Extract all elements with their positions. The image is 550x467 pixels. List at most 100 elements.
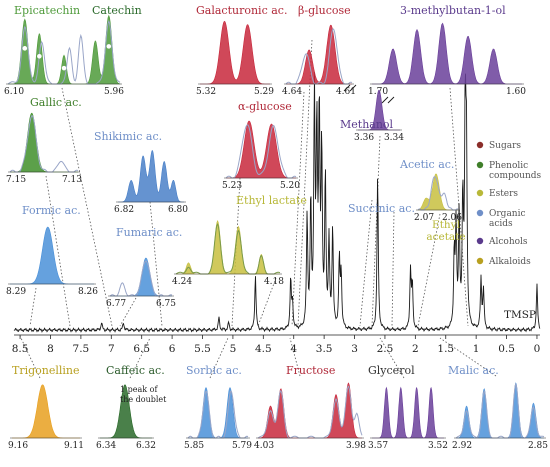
label-epicatechin: Epicatechin bbox=[14, 4, 80, 17]
inset-fill bbox=[118, 150, 184, 203]
legend-swatch bbox=[476, 161, 484, 169]
inset-range-left: 6.82 bbox=[114, 205, 134, 215]
break-mark bbox=[387, 96, 395, 104]
label-3-methylbutan-1-ol: 3-methylbutan-1-ol bbox=[400, 4, 506, 17]
inset-dot bbox=[61, 65, 67, 71]
inset-experimental-line bbox=[175, 222, 281, 275]
inset-range-right: 4.18 bbox=[264, 277, 284, 287]
break-mark bbox=[349, 84, 357, 92]
label-catechin: Catechin bbox=[92, 4, 142, 17]
inset-dot bbox=[22, 46, 28, 51]
legend-label: Phenolic compounds bbox=[489, 161, 542, 181]
label-formic-ac-: Formic ac. bbox=[22, 204, 81, 217]
x-tick-label: 3.5 bbox=[316, 343, 333, 355]
sorbic-inset: 5.85 5.79 bbox=[184, 387, 252, 451]
label-fructose: Fructose bbox=[286, 364, 335, 377]
connector-line bbox=[439, 337, 497, 377]
glycerol-inset: 3.57 3.52 bbox=[368, 386, 448, 451]
compound-labels: Epicatechin Catechin Galacturonic ac. β-glu… bbox=[12, 4, 506, 404]
inset-range-right: 3.52 bbox=[428, 441, 448, 451]
inset-experimental-line bbox=[455, 382, 545, 439]
x-tick-label: 4 bbox=[290, 343, 297, 355]
inset-range-right: 6.80 bbox=[168, 205, 188, 215]
legend-label: Esters bbox=[489, 189, 518, 199]
inset-range-right: 6.32 bbox=[136, 441, 156, 451]
label-ethyl-acetate: Ethyl acetate bbox=[426, 219, 465, 243]
inset-range-right: 2.85 bbox=[528, 441, 548, 451]
inset-experimental-line bbox=[285, 28, 353, 85]
x-tick-label: 8.5 bbox=[12, 343, 29, 355]
connector-line bbox=[29, 287, 37, 327]
inset-range-left: 5.85 bbox=[184, 441, 204, 451]
x-tick-label: 5.5 bbox=[194, 343, 211, 355]
x-tick-label: 3 bbox=[351, 343, 358, 355]
label-sorbic-ac-: Sorbic ac. bbox=[186, 364, 242, 377]
formic-inset: 8.29 8.26 bbox=[6, 226, 98, 297]
inset-range-left: 6.10 bbox=[4, 87, 24, 97]
x-tick-label: 6 bbox=[169, 343, 176, 355]
x-tick-label: 0.5 bbox=[498, 343, 515, 355]
inset-range-right: 5.20 bbox=[280, 181, 300, 191]
inset-range-left: 5.23 bbox=[222, 181, 242, 191]
inset-experimental-line bbox=[9, 115, 79, 173]
inset-range-left: 7.15 bbox=[6, 175, 26, 185]
catechin-inset: 6.10 5.96 bbox=[4, 14, 124, 97]
inset-range-left: 6.34 bbox=[96, 441, 116, 451]
legend-label: Organic acids bbox=[489, 209, 526, 229]
connector-line bbox=[257, 277, 277, 327]
inset-experimental-line bbox=[7, 19, 121, 85]
label-gallic-ac-: Gallic ac. bbox=[30, 96, 82, 109]
inset-fill bbox=[456, 382, 544, 439]
inset-dot bbox=[106, 44, 112, 49]
inset-range-right: 2.06 bbox=[442, 213, 462, 223]
inset-range-left: 5.32 bbox=[196, 87, 216, 97]
label-malic-ac-: Malic ac. bbox=[448, 364, 499, 377]
inset-range-left: 4.64 bbox=[282, 87, 302, 97]
connector-line bbox=[417, 213, 441, 327]
connector-line bbox=[291, 91, 305, 327]
inset-experimental-line bbox=[187, 390, 249, 439]
inset-experimental-line bbox=[109, 260, 173, 297]
x-tick-label: 7 bbox=[108, 343, 115, 355]
inset-fill bbox=[286, 24, 352, 85]
x-axis: 8.5 8 7.5 7 6.5 6 5.5 5 4.5 4 3.5 3 2.5 2 1.5 1 0.5 0 TMSP bbox=[12, 309, 541, 355]
inset-fill bbox=[188, 387, 248, 439]
gallic-inset: 7.15 7.13 bbox=[6, 112, 82, 185]
legend: Sugars Phenolic compounds Esters Organic acid… bbox=[476, 141, 542, 267]
connector-line bbox=[289, 337, 301, 377]
x-tick-label: 7.5 bbox=[73, 343, 90, 355]
connector-line bbox=[391, 211, 395, 327]
inset-fill bbox=[258, 382, 362, 439]
connector-line bbox=[359, 199, 373, 327]
label-caffeic-ac-: Caffeic ac. bbox=[106, 364, 165, 377]
inset-range-left: 2.07 bbox=[414, 213, 434, 223]
inset-range-left: 9.16 bbox=[8, 441, 28, 451]
x-tick-label: 2 bbox=[412, 343, 419, 355]
break-mark bbox=[381, 96, 389, 104]
inset-range-right: 4.61 bbox=[336, 87, 356, 97]
inset-range-left: 8.29 bbox=[6, 287, 26, 297]
trigonelline-inset: 9.16 9.11 bbox=[8, 384, 84, 451]
inset-fill bbox=[417, 173, 458, 211]
inset-experimental-line bbox=[257, 385, 363, 439]
spectrum-line bbox=[13, 72, 541, 333]
label-shikimic-ac-: Shikimic ac. bbox=[94, 130, 162, 143]
caffeic-inset: 6.34 6.32 bbox=[96, 384, 156, 451]
legend-swatch bbox=[476, 189, 484, 197]
inset-range-left: 4.03 bbox=[254, 441, 274, 451]
legend-swatch bbox=[476, 141, 484, 149]
acetic-inset: 2.07 2.06 bbox=[414, 173, 462, 223]
inset-experimental-line bbox=[417, 176, 459, 211]
alpha-glucose-inset: 5.23 5.20 bbox=[222, 120, 300, 191]
methanol-inset: 3.36 3.34 bbox=[354, 89, 404, 143]
inset-range-right: 6.75 bbox=[156, 299, 176, 309]
inset-range-right: 9.11 bbox=[64, 441, 84, 451]
insets: 6.10 5.96 5.32 5.29 4.64 4.61 1.701.60 7.15 7.13… bbox=[4, 14, 548, 451]
galacturonic-inset: 5.32 5.29 bbox=[196, 20, 274, 97]
ethyl-lactate-inset: 4.24 4.18 bbox=[172, 220, 284, 287]
legend-label: Sugars bbox=[489, 141, 521, 151]
main-spectrum bbox=[13, 72, 541, 333]
break-mark bbox=[343, 84, 351, 92]
inset-fill bbox=[12, 384, 80, 439]
